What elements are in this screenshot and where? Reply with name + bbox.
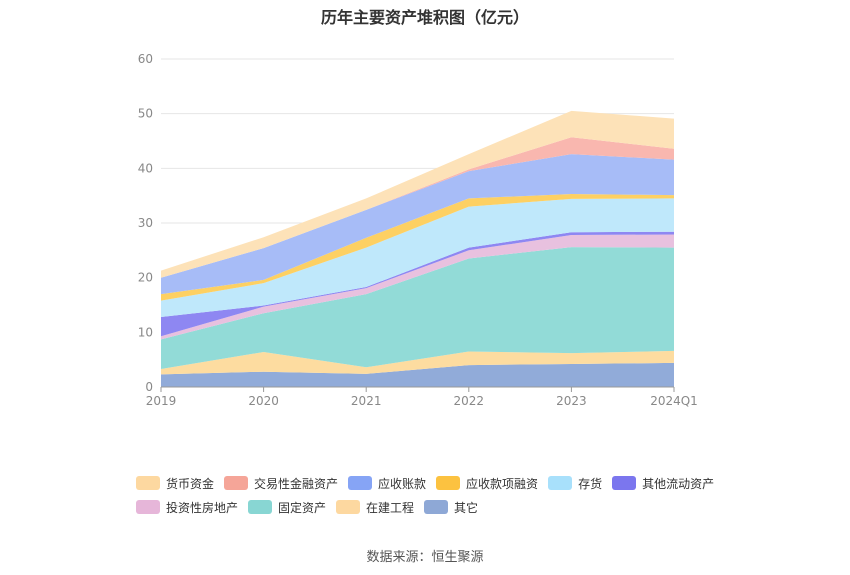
legend-swatch	[224, 476, 249, 490]
legend-label: 应收账款	[378, 476, 427, 491]
area-series-应收账款	[161, 154, 674, 295]
legend-label: 应收款项融资	[466, 476, 539, 491]
y-tick-label: 20	[138, 271, 153, 285]
legend-swatch	[424, 500, 449, 514]
legend-label: 其他流动资产	[642, 476, 715, 491]
legend-swatch	[348, 476, 373, 490]
y-tick-label: 50	[138, 107, 153, 121]
legend-label: 其它	[454, 500, 479, 515]
legend-item[interactable]: 其它	[424, 495, 478, 519]
x-tick-label: 2021	[351, 394, 382, 408]
y-tick-label: 60	[138, 52, 153, 66]
legend-item[interactable]: 应收款项融资	[436, 471, 538, 495]
legend-swatch	[248, 500, 273, 514]
legend-label: 固定资产	[278, 500, 327, 515]
chart-title: 历年主要资产堆积图（亿元）	[320, 8, 529, 27]
legend-item[interactable]: 在建工程	[336, 495, 414, 519]
area-series-投资性房地产	[161, 234, 674, 340]
legend-swatch	[136, 500, 160, 514]
legend-label: 存货	[578, 476, 603, 491]
legend-swatch	[548, 476, 573, 490]
y-tick-label: 40	[138, 161, 153, 175]
area-series-固定资产	[161, 247, 674, 369]
legend-swatch	[136, 476, 160, 490]
legend-swatch	[612, 476, 637, 490]
axes: 0 10 20 30 40 50 60 2019 2020 2021 2022 2023 2024Q1	[138, 52, 698, 408]
legend-items: 货币资金 交易性金融资产 应收账款 应收款项融资 存货 其他流动资产投资性房地产 固定资产 在…	[136, 471, 756, 519]
legend-label: 投资性房地产	[166, 500, 239, 515]
area-series	[161, 110, 674, 387]
area-series-在建工程	[161, 350, 674, 375]
y-tick-label: 30	[138, 216, 153, 230]
legend-label: 货币资金	[166, 476, 215, 491]
x-tick-label: 2023	[556, 394, 587, 408]
y-tick-label: 10	[138, 325, 153, 339]
legend-item[interactable]: 投资性房地产	[136, 495, 238, 519]
legend-item[interactable]: 固定资产	[248, 495, 326, 519]
area-series-应收款项融资	[161, 194, 674, 301]
legend-item[interactable]: 应收账款	[348, 471, 426, 495]
legend-swatch	[436, 476, 461, 490]
x-tick-label: 2024Q1	[650, 394, 698, 408]
legend-label: 交易性金融资产	[254, 476, 339, 491]
area-series-存货	[161, 198, 674, 317]
x-tick-label: 2022	[454, 394, 485, 408]
area-series-其它	[161, 362, 674, 387]
legend-label: 在建工程	[366, 500, 415, 515]
area-series-交易性金融资产	[161, 137, 674, 278]
legend-item[interactable]: 存货	[548, 471, 602, 495]
legend-item[interactable]: 交易性金融资产	[224, 471, 338, 495]
legend: 货币资金 交易性金融资产 应收账款 应收款项融资 存货 其他流动资产投资性房地产 固定资产 在…	[136, 471, 756, 519]
x-tick-label: 2019	[146, 394, 177, 408]
x-tick-label: 2020	[248, 394, 279, 408]
legend-item[interactable]: 货币资金	[136, 471, 214, 495]
area-series-货币资金	[161, 110, 674, 278]
data-source-note: 数据来源：恒生聚源	[366, 550, 484, 565]
y-tick-label: 0	[145, 380, 153, 394]
legend-item[interactable]: 其他流动资产	[612, 471, 714, 495]
legend-swatch	[336, 500, 361, 514]
